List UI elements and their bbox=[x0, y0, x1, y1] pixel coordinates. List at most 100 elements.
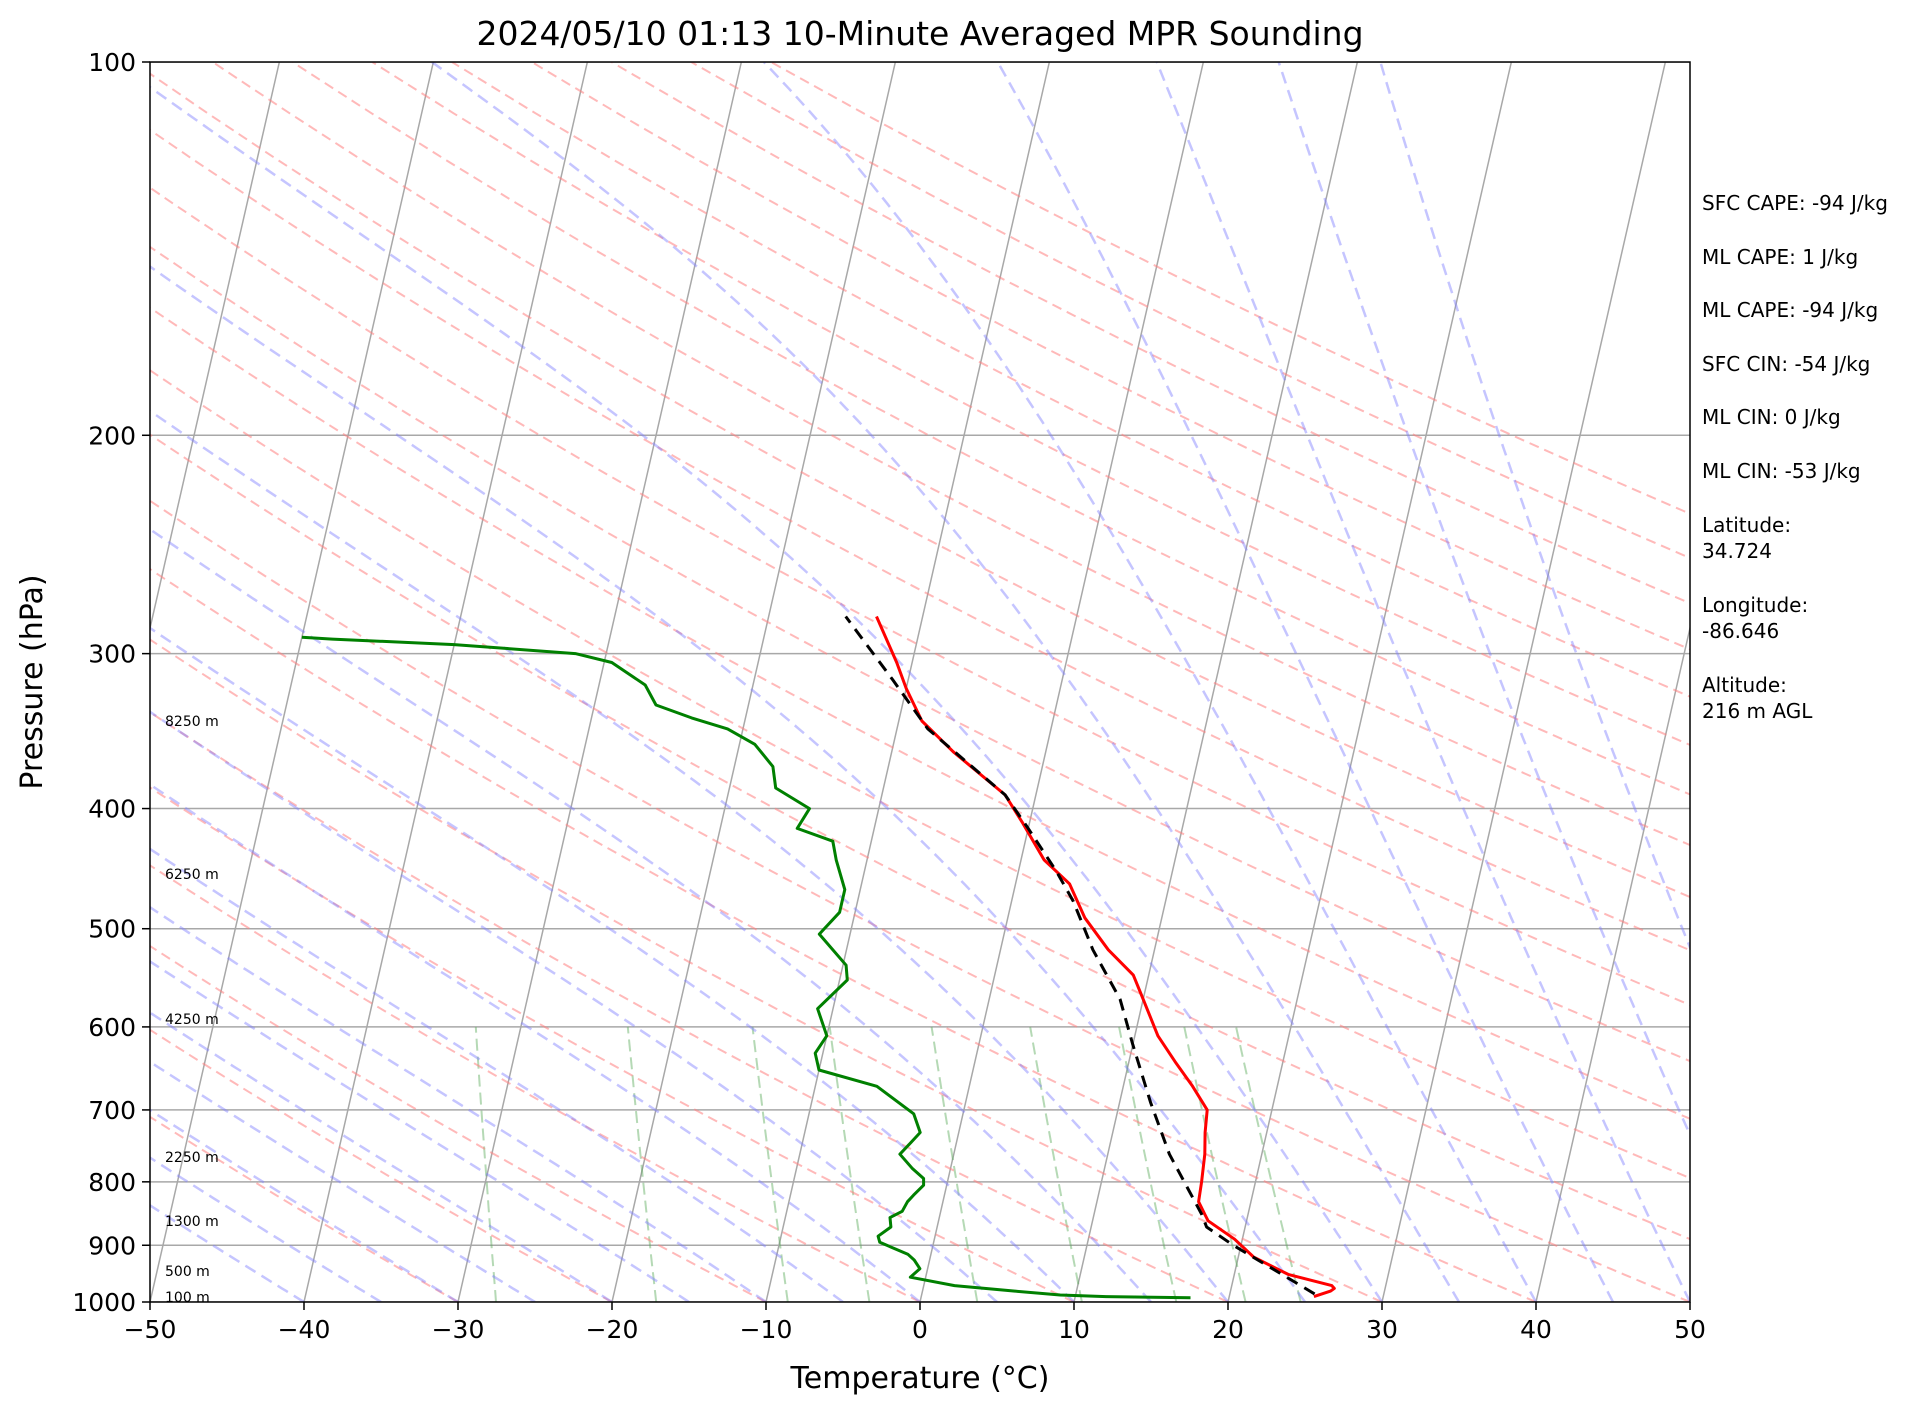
dry-adiabat bbox=[150, 567, 1537, 1302]
moist-adiabat bbox=[150, 905, 767, 1302]
moist-adiabat bbox=[1277, 62, 1690, 1138]
isotherm-line bbox=[1535, 624, 1690, 1302]
moist-adiabat bbox=[150, 959, 690, 1302]
dry-adiabat bbox=[610, 62, 1690, 605]
x-axis-label: Temperature (°C) bbox=[790, 1361, 1050, 1396]
x-tick-label: −30 bbox=[432, 1315, 485, 1344]
dry-adiabat bbox=[150, 245, 1690, 1063]
x-tick-label: 20 bbox=[1212, 1315, 1244, 1344]
moist-adiabat bbox=[431, 62, 1461, 1302]
mixing-ratio-line bbox=[1029, 1026, 1083, 1302]
mixing-ratio-line bbox=[1118, 1026, 1178, 1302]
moist-adiabat bbox=[150, 783, 921, 1302]
y-axis-label: Pressure (hPa) bbox=[15, 574, 50, 789]
moist-adiabat bbox=[150, 409, 1229, 1302]
dry-adiabat bbox=[150, 128, 1690, 952]
isotherm-line bbox=[1073, 62, 1359, 1302]
ml-cape-text: ML CAPE: -94 J/kg bbox=[1702, 298, 1878, 322]
dry-adiabat bbox=[531, 62, 1690, 651]
height-label: 100 m bbox=[165, 1290, 210, 1306]
moist-adiabat bbox=[996, 62, 1615, 1302]
isotherm-line bbox=[919, 62, 1205, 1302]
dry-adiabat bbox=[150, 638, 1383, 1302]
moist-adiabat bbox=[150, 1156, 382, 1302]
moist-adiabat bbox=[150, 85, 1384, 1302]
sfc-cape-text: SFC CAPE: -94 J/kg bbox=[1702, 191, 1888, 215]
isotherm-line bbox=[611, 62, 897, 1302]
altitude-label: Altitude: bbox=[1702, 673, 1787, 697]
isotherm-line bbox=[1381, 62, 1667, 1302]
moist-adiabat bbox=[150, 265, 1307, 1302]
sfc-cin-text: SFC CIN: -54 J/kg bbox=[1702, 352, 1870, 376]
dry-adiabat bbox=[150, 499, 1690, 1302]
moist-adiabat bbox=[1155, 62, 1690, 1302]
gridlines bbox=[150, 62, 1690, 1302]
isotherm-line bbox=[303, 62, 589, 1302]
dry-adiabat bbox=[690, 62, 1690, 560]
x-tick-label: 0 bbox=[912, 1315, 928, 1344]
latitude-value: 34.724 bbox=[1702, 539, 1772, 563]
moist-adiabat bbox=[762, 62, 1538, 1302]
height-label: 6250 m bbox=[165, 867, 219, 883]
moist-adiabats bbox=[150, 62, 1690, 1302]
y-tick-label: 800 bbox=[88, 1168, 136, 1197]
y-tick-label: 1000 bbox=[72, 1288, 136, 1317]
series-line bbox=[301, 635, 1191, 1300]
height-label: 8250 m bbox=[165, 714, 219, 730]
height-labels: 8250 m 6250 m 4250 m 2250 m 1300 m 500 m… bbox=[165, 714, 219, 1306]
info-panel: SFC CAPE: -94 J/kg ML CAPE: 1 J/kg ML CA… bbox=[1702, 191, 1888, 723]
dry-adiabat bbox=[150, 711, 1229, 1302]
moist-adiabat bbox=[150, 527, 1152, 1302]
dry-adiabat bbox=[291, 62, 1690, 796]
ml-cin-text: ML CIN: 0 J/kg bbox=[1702, 405, 1841, 429]
height-label: 2250 m bbox=[165, 1150, 219, 1166]
mixing-ratio-line bbox=[626, 1026, 658, 1302]
height-label: 500 m bbox=[165, 1264, 210, 1280]
y-tick-label: 900 bbox=[88, 1231, 136, 1260]
longitude-label: Longitude: bbox=[1702, 593, 1808, 617]
mixing-ratio-line bbox=[930, 1026, 979, 1302]
dry-adiabat bbox=[150, 433, 1690, 1241]
y-tick-label: 100 bbox=[88, 48, 136, 77]
dry-adiabat bbox=[150, 1028, 613, 1302]
isotherm-line bbox=[765, 62, 1051, 1302]
y-tick-label: 600 bbox=[88, 1013, 136, 1042]
isotherm-line bbox=[150, 62, 281, 632]
mixing-ratio-line bbox=[1235, 1026, 1302, 1302]
moist-adiabat bbox=[1379, 62, 1690, 951]
x-tick-label: 30 bbox=[1366, 1315, 1398, 1344]
sounding-profiles bbox=[301, 615, 1336, 1300]
isotherm-line bbox=[150, 62, 435, 1302]
height-label: 1300 m bbox=[165, 1214, 219, 1230]
x-tick-label: −40 bbox=[278, 1315, 331, 1344]
x-tick-label: 40 bbox=[1520, 1315, 1552, 1344]
x-tick-label: 50 bbox=[1674, 1315, 1706, 1344]
ml-cin-text: ML CIN: -53 J/kg bbox=[1702, 459, 1861, 483]
chart-title: 2024/05/10 01:13 10-Minute Averaged MPR … bbox=[476, 14, 1363, 53]
y-tick-label: 700 bbox=[88, 1096, 136, 1125]
longitude-value: -86.646 bbox=[1702, 619, 1779, 643]
x-tick-label: −20 bbox=[586, 1315, 639, 1344]
y-tick-label: 400 bbox=[88, 795, 136, 824]
height-label: 4250 m bbox=[165, 1012, 219, 1028]
x-tick-label: −10 bbox=[740, 1315, 793, 1344]
y-tick-label: 500 bbox=[88, 915, 136, 944]
dry-adiabat bbox=[150, 369, 1690, 1180]
isotherm-line bbox=[457, 62, 743, 1302]
dry-adiabat bbox=[150, 944, 767, 1302]
x-tick-label: −50 bbox=[124, 1315, 177, 1344]
altitude-value: 216 m AGL bbox=[1702, 699, 1813, 723]
latitude-label: Latitude: bbox=[1702, 513, 1791, 537]
y-tick-label: 300 bbox=[88, 640, 136, 669]
mixing-ratio-line bbox=[474, 1026, 497, 1302]
mixing-ratio-lines bbox=[474, 1026, 1302, 1302]
ml-cape-text: ML CAPE: 1 J/kg bbox=[1702, 245, 1858, 269]
dry-adiabat bbox=[451, 62, 1690, 698]
mixing-ratio-line bbox=[828, 1026, 871, 1302]
dry-adiabat bbox=[150, 864, 921, 1302]
mixing-ratio-line bbox=[1183, 1026, 1247, 1302]
dry-adiabat bbox=[212, 62, 1690, 847]
dry-adiabats bbox=[150, 62, 1690, 1302]
